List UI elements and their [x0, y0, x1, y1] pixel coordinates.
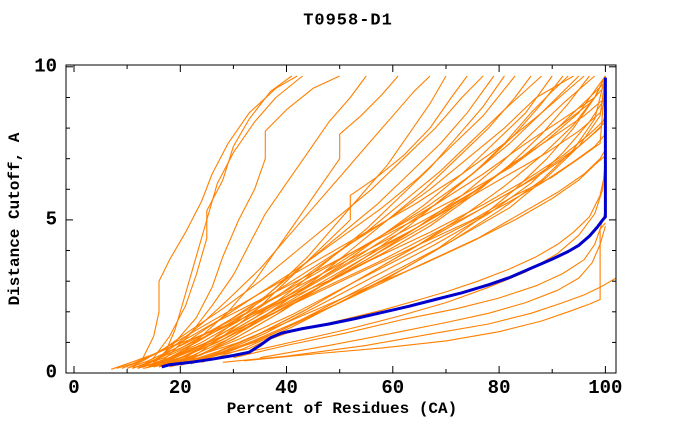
prediction-curve	[126, 76, 606, 369]
x-axis-label: Percent of Residues (CA)	[226, 400, 458, 418]
prediction-curves	[111, 75, 617, 370]
x-tick-label-20: 20	[168, 377, 192, 399]
y-tick-label-0: 0	[45, 361, 57, 384]
prediction-curve	[132, 75, 298, 369]
plot-border	[65, 64, 617, 374]
prediction-curve	[142, 75, 340, 368]
x-tick-label-100: 100	[588, 377, 623, 399]
highlight-curve	[161, 77, 607, 369]
prediction-curve	[142, 76, 606, 368]
y-tick-label-5: 5	[45, 208, 57, 231]
prediction-curve	[137, 75, 606, 368]
prediction-curve	[137, 75, 606, 369]
x-tick-label-60: 60	[381, 377, 405, 399]
prediction-curve	[233, 210, 606, 359]
prediction-curve	[148, 75, 303, 368]
prediction-curve	[158, 75, 596, 368]
prediction-curve	[137, 75, 293, 369]
prediction-curve	[126, 75, 484, 369]
y-tick-label-10: 10	[34, 55, 57, 78]
prediction-curve	[111, 75, 590, 370]
prediction-curve	[185, 76, 606, 365]
prediction-curve	[142, 76, 606, 368]
prediction-curve	[153, 75, 367, 368]
prediction-curve	[243, 222, 606, 362]
axis-ticks	[66, 65, 616, 374]
x-tick-label-80: 80	[487, 377, 511, 399]
prediction-curve	[180, 75, 606, 366]
x-tick-label-40: 40	[275, 377, 298, 399]
prediction-curve	[142, 76, 606, 369]
plot-title: T0958-D1	[303, 11, 393, 31]
prediction-curve	[132, 75, 569, 369]
prediction-curve	[158, 76, 606, 368]
prediction-curve	[137, 75, 431, 369]
y-axis-label: Distance Cutoff, A	[6, 132, 24, 306]
prediction-curve	[259, 225, 606, 359]
prediction-curve	[222, 277, 617, 363]
prediction-curve	[180, 75, 606, 365]
prediction-curve	[148, 76, 606, 368]
x-tick-label-0: 0	[68, 377, 80, 399]
